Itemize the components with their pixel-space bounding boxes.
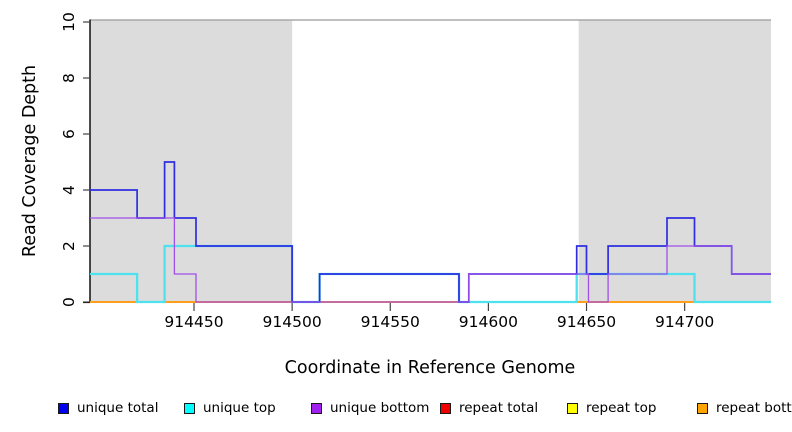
legend-item-repeat-total: repeat total (440, 400, 538, 416)
legend-label: repeat top (586, 400, 657, 416)
legend-swatch-repeat-top (567, 402, 578, 414)
series-unique-bottom (90, 217, 771, 303)
y-tick-label: 10 (60, 12, 78, 32)
legend-item-repeat-bottom: repeat bottom (697, 400, 792, 416)
legend-label: unique bottom (330, 400, 430, 416)
y-tick-label: 4 (60, 185, 78, 195)
legend-label: unique total (77, 400, 159, 416)
legend-label: repeat total (459, 400, 539, 416)
legend-swatch-unique-bottom (311, 402, 322, 414)
legend-swatch-repeat-bottom (697, 402, 708, 414)
legend-item-unique-total: unique total (58, 400, 158, 416)
x-tick-label: 914450 (164, 313, 224, 331)
legend-swatch-unique-top (184, 402, 195, 414)
legend-swatch-unique-total (58, 402, 69, 414)
shaded-region (578, 20, 771, 302)
x-tick-label: 914500 (262, 313, 322, 331)
x-tick-label: 914650 (556, 313, 617, 331)
y-axis-title: Read Coverage Depth (20, 64, 40, 258)
x-tick-label: 914550 (360, 313, 420, 331)
y-tick-label: 8 (60, 73, 78, 83)
legend-item-unique-top: unique top (184, 400, 276, 416)
y-tick-label: 2 (60, 241, 78, 251)
y-tick-label: 6 (60, 129, 78, 139)
y-tick-label: 0 (60, 297, 78, 307)
legend-item-unique-bottom: unique bottom (311, 400, 429, 416)
x-tick-label: 914700 (655, 313, 715, 331)
x-axis-title: Coordinate in Reference Genome (284, 358, 576, 378)
legend-swatch-repeat-total (440, 402, 451, 414)
legend-label: unique top (203, 400, 276, 416)
legend-label: repeat bottom (716, 400, 792, 416)
x-tick-label: 914600 (458, 313, 518, 331)
legend-item-repeat-top: repeat top (567, 400, 656, 416)
shaded-region (90, 20, 293, 302)
